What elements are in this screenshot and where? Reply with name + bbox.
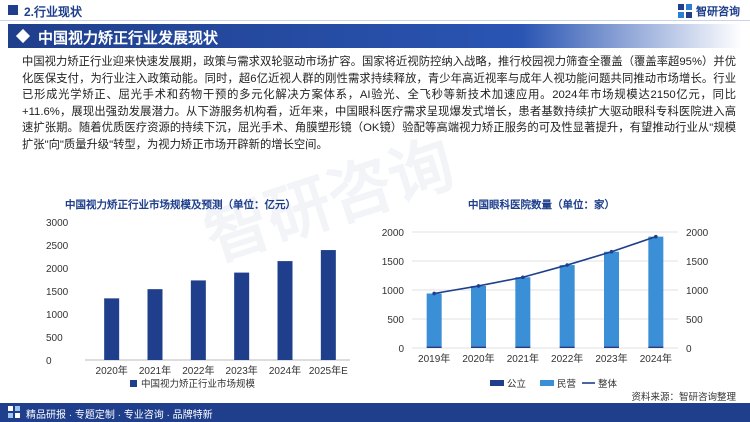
- legend-label-market-size: 中国视力矫正行业市场规模: [141, 378, 256, 390]
- y-tick-label: 0: [46, 356, 52, 367]
- total-hospitals-point: [609, 249, 614, 254]
- brand-name: 智研咨询: [696, 6, 740, 18]
- footer-logo-icon: [8, 406, 20, 418]
- total-hospitals-line: [434, 235, 657, 295]
- y-tick-label-right: 2000: [686, 228, 709, 239]
- x-tick-label: 2022年: [182, 364, 214, 377]
- legend-swatch-public: [490, 380, 504, 386]
- legend-swatch-market-size: [130, 380, 137, 387]
- total-hospitals-point: [432, 291, 436, 296]
- market-size-bar: [320, 250, 336, 360]
- y-tick-label-left: 1500: [382, 257, 405, 268]
- y-tick-label: 2500: [46, 241, 69, 252]
- title-banner: 中国视力矫正行业发展现状: [8, 24, 742, 48]
- footer-slogan: 精品研报 · 专题定制 · 专业咨询 · 品牌特新: [26, 410, 213, 421]
- public-hospital-bar: [604, 346, 619, 348]
- brand-logo: 智研咨询: [678, 3, 740, 19]
- public-hospital-bar: [515, 346, 531, 348]
- y-tick-label-left: 0: [398, 344, 404, 355]
- legend-label-public: 公立: [507, 378, 526, 390]
- private-hospital-bar: [559, 265, 575, 347]
- footer-bar: 精品研报 · 专题定制 · 专业咨询 · 品牌特新: [0, 403, 750, 422]
- market-size-bar: [190, 280, 206, 360]
- chart-title-market-size: 中国视力矫正行业市场规模及预测（单位：亿元）: [65, 199, 296, 211]
- private-hospital-bar: [471, 285, 486, 347]
- x-tick-label: 2020年: [96, 364, 128, 377]
- total-hospitals-point: [521, 275, 525, 280]
- x-tick-label: 2025年E: [309, 364, 348, 377]
- market-size-bar: [277, 261, 293, 360]
- y-tick-label: 1000: [46, 310, 69, 321]
- x-tick-label: 2022年: [551, 352, 583, 365]
- total-hospitals-point: [565, 263, 569, 267]
- y-tick-label-left: 1000: [382, 286, 405, 297]
- y-tick-label: 1500: [46, 287, 69, 298]
- market-size-bar: [147, 289, 163, 360]
- public-hospital-bar: [426, 346, 442, 348]
- market-size-bar: [234, 272, 250, 360]
- y-tick-label-left: 2000: [382, 228, 405, 239]
- top-bar: 2.行业现状 智研咨询: [0, 0, 750, 22]
- legend-label-private: 民营: [557, 378, 576, 390]
- market-size-bar: [104, 298, 120, 360]
- page-title: 中国视力矫正行业发展现状: [38, 30, 219, 47]
- legend-swatch-private: [540, 380, 554, 386]
- private-hospital-bar: [426, 293, 442, 347]
- y-tick-label: 3000: [46, 218, 69, 229]
- y-tick-label-right: 0: [686, 344, 692, 355]
- total-hospitals-point: [476, 284, 481, 288]
- x-tick-label: 2021年: [139, 364, 171, 377]
- y-tick-label-right: 1500: [686, 257, 709, 268]
- y-tick-label: 2000: [46, 264, 69, 275]
- y-tick-label-right: 1000: [686, 286, 709, 297]
- source-note: 资料来源：智研咨询整理: [631, 392, 736, 403]
- x-tick-label: 2020年: [462, 352, 494, 365]
- x-tick-label: 2023年: [595, 352, 627, 365]
- private-hospital-bar: [648, 236, 664, 347]
- x-tick-label: 2021年: [507, 352, 539, 365]
- public-hospital-bar: [559, 346, 575, 348]
- public-hospital-bar: [471, 346, 486, 348]
- x-tick-label: 2023年: [226, 364, 258, 377]
- y-tick-label-right: 500: [686, 315, 703, 326]
- header-divider: [0, 20, 750, 21]
- y-tick-label-left: 500: [387, 315, 404, 326]
- private-hospital-bar: [515, 277, 531, 347]
- x-tick-label: 2024年: [640, 352, 672, 365]
- public-hospital-bar: [648, 346, 664, 348]
- private-hospital-bar: [604, 251, 619, 347]
- brand-logo-icon: [678, 4, 692, 18]
- x-tick-label: 2024年: [269, 364, 301, 377]
- y-tick-label: 500: [46, 333, 63, 344]
- x-tick-label: 2019年: [418, 352, 450, 365]
- legend-label-total: 整体: [598, 378, 618, 390]
- chart-title-hospitals: 中国眼科医院数量（单位：家）: [468, 199, 615, 211]
- section-marker-icon: [8, 5, 18, 15]
- section-title: 2.行业现状: [24, 5, 83, 19]
- total-hospitals-point: [654, 234, 658, 239]
- intro-paragraph: 中国视力矫正行业迎来快速发展期，政策与需求双轮驱动市场扩容。国家将近视防控纳入战…: [22, 56, 736, 151]
